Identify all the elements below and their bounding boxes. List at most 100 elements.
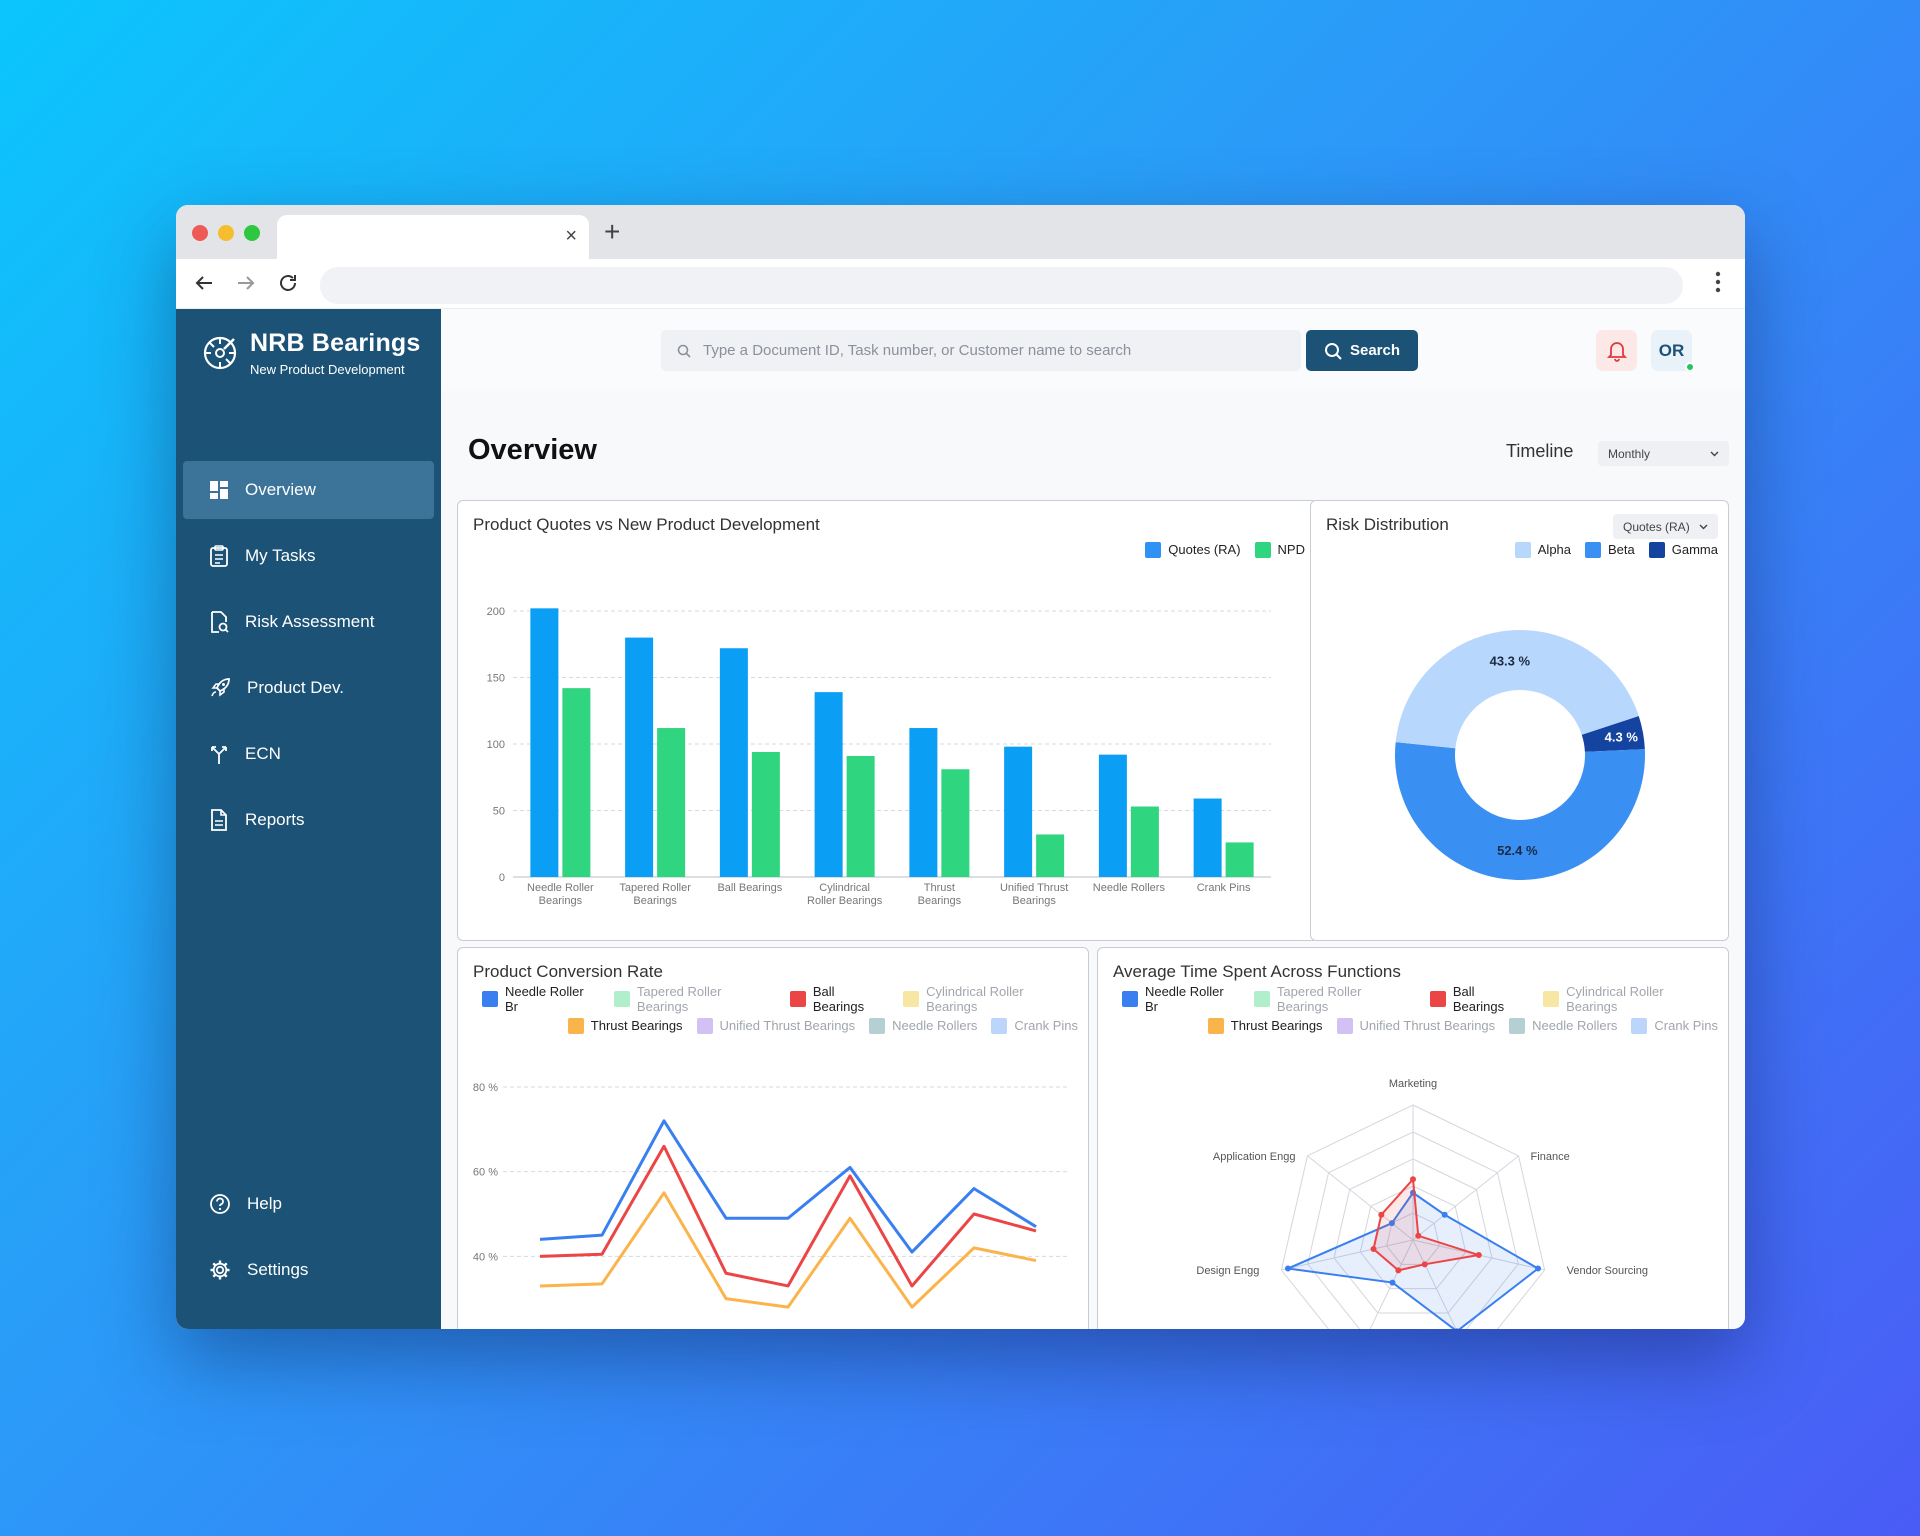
x-tick-label: Bearings <box>633 895 677 907</box>
legend-item-quotes[interactable]: Quotes (RA) <box>1145 536 1241 563</box>
sidebar-item-overview[interactable]: Overview <box>183 461 434 519</box>
app: NRB Bearings New Product Development Ove… <box>176 309 1745 1329</box>
top-bar: Search OR <box>441 309 1745 391</box>
risk-filter-select[interactable]: Quotes (RA) <box>1613 514 1718 539</box>
brand-title: NRB Bearings <box>250 329 421 357</box>
browser-tab[interactable]: × <box>277 215 589 259</box>
legend-item-crank-pins[interactable]: Crank Pins <box>1631 1012 1718 1039</box>
x-tick-label: Bearings <box>1012 895 1056 907</box>
legend-item-tapered-roller-bearings[interactable]: Tapered Roller Bearings <box>1253 984 1416 1014</box>
close-window-dot[interactable] <box>192 225 208 241</box>
close-tab-icon[interactable]: × <box>565 225 577 247</box>
radar-grid-ring <box>1359 1185 1467 1290</box>
y-tick-label: 150 <box>487 673 505 685</box>
legend-item-needle-rollers[interactable]: Needle Rollers <box>869 1012 977 1039</box>
series-line-thrust-bearings <box>539 1191 1037 1309</box>
brand[interactable]: NRB Bearings New Product Development <box>201 329 421 377</box>
bar-npd <box>657 728 686 877</box>
donut-slice-beta <box>1395 742 1645 880</box>
reload-icon[interactable] <box>276 271 300 295</box>
donut-chart: 4.3 % 52.4 % 43.3 % <box>1395 629 1645 880</box>
minimize-window-dot[interactable] <box>218 225 234 241</box>
legend-item-unified-thrust-bearings[interactable]: Unified Thrust Bearings <box>1336 1012 1495 1039</box>
maximize-window-dot[interactable] <box>244 225 260 241</box>
legend-row: Thrust Bearings Unified Thrust Bearings Ne… <box>1108 1012 1718 1039</box>
radar-axis-label: Finance <box>1531 1151 1570 1163</box>
radar-axis-label: Application Engg <box>1213 1151 1296 1163</box>
bell-icon <box>1606 341 1627 362</box>
sidebar-item-label: Product Dev. <box>247 678 345 697</box>
legend-item-thrust-bearings[interactable]: Thrust Bearings <box>567 1012 683 1039</box>
legend-row: Needle Roller Br Tapered Roller Bearings B… <box>468 984 1078 1014</box>
url-field[interactable] <box>320 267 1683 304</box>
radar-axis-line <box>1281 1239 1414 1271</box>
legend-item-crank-pins[interactable]: Crank Pins <box>991 1012 1078 1039</box>
legend-item-ball-bearings[interactable]: Ball Bearings <box>789 984 889 1014</box>
radar-point-ball-bearings <box>1410 1176 1416 1183</box>
bar-quotes <box>909 728 938 877</box>
radar-axis-line <box>1307 1155 1414 1241</box>
legend-item-needle-roller-br[interactable]: Needle Roller Br <box>1122 984 1240 1014</box>
donut-slice-gamma <box>1581 715 1645 752</box>
search-button[interactable]: Search <box>1306 330 1418 371</box>
radar-series-ball-bearings <box>1372 1176 1480 1272</box>
legend-item-gamma[interactable]: Gamma <box>1648 536 1718 563</box>
browser-menu-icon[interactable] <box>1715 271 1721 293</box>
legend-item-alpha[interactable]: Alpha <box>1514 536 1571 563</box>
bar-npd <box>751 751 780 877</box>
series-line-ball-bearings <box>539 1144 1037 1288</box>
chevron-down-icon <box>1699 524 1708 529</box>
time-spent-card: Average Time Spent Across Functions Need… <box>1097 947 1729 1329</box>
radar-point-ball-bearings <box>1395 1267 1402 1274</box>
legend-item-needle-roller-br[interactable]: Needle Roller Br <box>482 984 600 1014</box>
document-search-icon <box>211 611 229 633</box>
legend-item-unified-thrust-bearings[interactable]: Unified Thrust Bearings <box>696 1012 855 1039</box>
legend-item-needle-rollers[interactable]: Needle Rollers <box>1509 1012 1617 1039</box>
radar-point-ball-bearings <box>1415 1232 1422 1239</box>
bearing-logo-icon <box>203 336 237 370</box>
bar-quotes <box>1004 746 1033 877</box>
sidebar-item-product-dev[interactable]: Product Dev. <box>183 659 434 717</box>
forward-icon[interactable] <box>234 271 258 295</box>
back-icon[interactable] <box>192 271 216 295</box>
new-tab-icon[interactable]: + <box>604 216 621 247</box>
radar-axis-line <box>1369 1239 1414 1329</box>
radar-point-needle-roller-br <box>1441 1211 1448 1218</box>
notifications-button[interactable] <box>1596 330 1637 371</box>
legend-item-tapered-roller-bearings[interactable]: Tapered Roller Bearings <box>613 984 776 1014</box>
legend-item-cylindrical-roller-bearings[interactable]: Cylindrical Roller Bearings <box>903 984 1078 1014</box>
line-chart: 20 %40 %60 %80 % <box>473 1082 1068 1309</box>
legend-row: Needle Roller Br Tapered Roller Bearings B… <box>1108 984 1718 1014</box>
legend-item-thrust-bearings[interactable]: Thrust Bearings <box>1207 1012 1323 1039</box>
legend-item-npd[interactable]: NPD <box>1254 536 1305 563</box>
legend-item-beta[interactable]: Beta <box>1585 536 1635 563</box>
radar-axis-label: Design Engg <box>1196 1265 1259 1277</box>
sidebar-item-settings[interactable]: Settings <box>183 1241 434 1299</box>
brand-subtitle: New Product Development <box>250 362 405 377</box>
legend-item-ball-bearings[interactable]: Ball Bearings <box>1429 984 1529 1014</box>
y-tick-label: 0 <box>499 872 505 884</box>
sidebar-item-help[interactable]: Help <box>183 1175 434 1233</box>
x-tick-label: Roller Bearings <box>807 895 883 907</box>
sidebar-item-label: My Tasks <box>245 546 316 565</box>
radar-point-ball-bearings <box>1370 1246 1377 1253</box>
avatar[interactable]: OR <box>1651 330 1695 372</box>
y-tick-label: 100 <box>487 739 505 751</box>
radar-point-needle-roller-br <box>1388 1220 1395 1227</box>
sidebar-item-reports[interactable]: Reports <box>183 791 434 849</box>
legend-item-cylindrical-roller-bearings[interactable]: Cylindrical Roller Bearings <box>1543 984 1718 1014</box>
donut-value-label: 4.3 % <box>1605 729 1639 744</box>
bar-quotes <box>1193 798 1222 877</box>
sidebar-item-my-tasks[interactable]: My Tasks <box>183 527 434 585</box>
search-input[interactable] <box>703 342 1263 359</box>
x-tick-label: Bearings <box>539 895 583 907</box>
search-box <box>661 330 1301 371</box>
bar-npd <box>941 769 970 877</box>
chart-legend: Alpha Beta Gamma <box>1501 536 1718 563</box>
sidebar-item-ecn[interactable]: ECN <box>183 725 434 783</box>
radar-point-ball-bearings <box>1378 1211 1385 1218</box>
sidebar: NRB Bearings New Product Development Ove… <box>176 309 441 1329</box>
sidebar-item-risk-assessment[interactable]: Risk Assessment <box>183 593 434 651</box>
timeline-select[interactable]: Monthly <box>1598 441 1729 466</box>
